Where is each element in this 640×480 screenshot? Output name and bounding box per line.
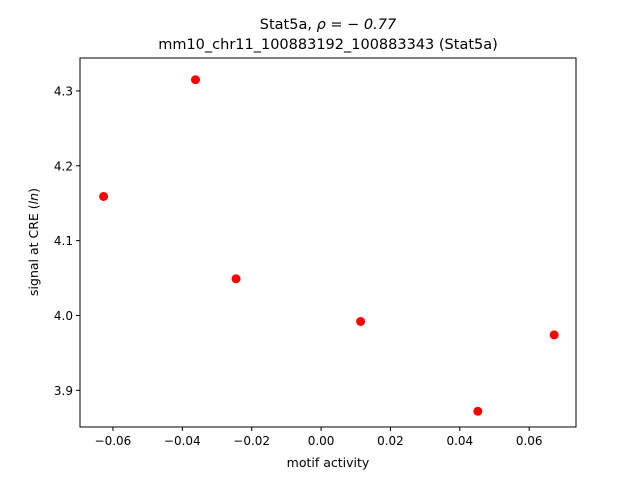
data-point bbox=[549, 330, 559, 340]
x-tick-label: 0.02 bbox=[377, 434, 404, 448]
x-tick-label: −0.02 bbox=[233, 434, 270, 448]
x-tick-label: 0.04 bbox=[446, 434, 473, 448]
x-tick-label: −0.06 bbox=[95, 434, 132, 448]
chart-title-line1: Stat5a, ρ = − 0.77 bbox=[260, 17, 397, 33]
data-point bbox=[356, 316, 366, 326]
y-tick-label: 3.9 bbox=[54, 384, 73, 398]
y-axis-label: signal at CRE (ln) bbox=[26, 188, 41, 296]
chart-title-line2: mm10_chr11_100883192_100883343 (Stat5a) bbox=[158, 37, 498, 53]
x-tick-label: 0.00 bbox=[308, 434, 335, 448]
data-point bbox=[231, 274, 241, 284]
y-tick-label: 4.2 bbox=[54, 159, 73, 173]
x-axis-label: motif activity bbox=[287, 455, 370, 470]
data-point bbox=[99, 191, 109, 201]
data-point bbox=[191, 75, 201, 85]
plot-area: −0.06 −0.04 −0.02 0.00 0.02 0.04 0.06 3.9 4.0 4.1… bbox=[54, 57, 577, 448]
x-tick-label: 0.06 bbox=[516, 434, 543, 448]
plot-frame bbox=[79, 57, 577, 428]
data-point bbox=[473, 406, 483, 416]
y-tick-label: 4.1 bbox=[54, 234, 73, 248]
x-tick-label: −0.04 bbox=[164, 434, 201, 448]
y-tick-label: 4.0 bbox=[54, 309, 73, 323]
y-tick-label: 4.3 bbox=[54, 84, 73, 98]
